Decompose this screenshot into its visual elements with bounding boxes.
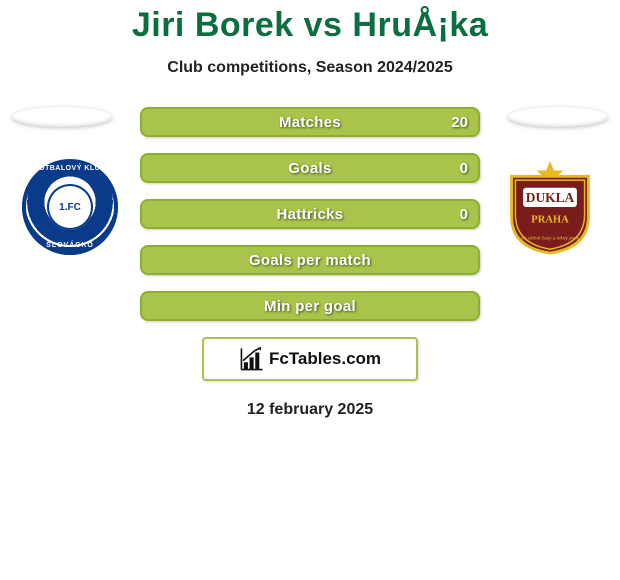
stat-bar-label: Goals (142, 155, 478, 181)
stat-bar: Min per goal (140, 291, 480, 321)
stat-bar-label: Min per goal (142, 293, 478, 319)
club-crest-left: FOTBALOVÝ KLUB 1.FC SLOVÁCKO (22, 159, 118, 255)
page-title: Jiri Borek vs HruÅ¡ka (0, 0, 620, 45)
stat-bar-value-right: 0 (460, 201, 468, 227)
subtitle: Club competitions, Season 2024/2025 (0, 59, 620, 77)
brand-chart-icon (239, 346, 265, 372)
stat-bars: Matches20Goals0Hattricks0Goals per match… (140, 107, 480, 321)
stat-bar-value-right: 0 (460, 155, 468, 181)
player-avatar-left (12, 107, 112, 127)
brand-box[interactable]: FcTables.com (202, 337, 418, 381)
crest-left-inner-text: 1.FC (59, 202, 81, 213)
stat-bar: Hattricks0 (140, 199, 480, 229)
brand-text: FcTables.com (269, 349, 381, 369)
date-label: 12 february 2025 (0, 401, 620, 419)
stat-bar-label: Hattricks (142, 201, 478, 227)
crest-left-bottom-text: SLOVÁCKO (22, 242, 118, 249)
player-avatar-right (508, 107, 608, 127)
stat-bar: Goals per match (140, 245, 480, 275)
stat-bar-value-right: 20 (451, 109, 468, 135)
svg-text:DUKLA: DUKLA (526, 190, 575, 205)
stat-bar-label: Goals per match (142, 247, 478, 273)
stat-bar-label: Matches (142, 109, 478, 135)
club-crest-right: DUKLA PRAHA na věčné časy a nikdy jinak (502, 159, 598, 255)
svg-text:na věčné časy a nikdy jinak: na věčné časy a nikdy jinak (521, 236, 580, 242)
comparison-content: FOTBALOVÝ KLUB 1.FC SLOVÁCKO DUKLA PRAHA… (0, 107, 620, 419)
svg-text:PRAHA: PRAHA (531, 214, 569, 225)
stat-bar: Goals0 (140, 153, 480, 183)
stat-bar: Matches20 (140, 107, 480, 137)
crest-left-top-text: FOTBALOVÝ KLUB (22, 165, 118, 172)
